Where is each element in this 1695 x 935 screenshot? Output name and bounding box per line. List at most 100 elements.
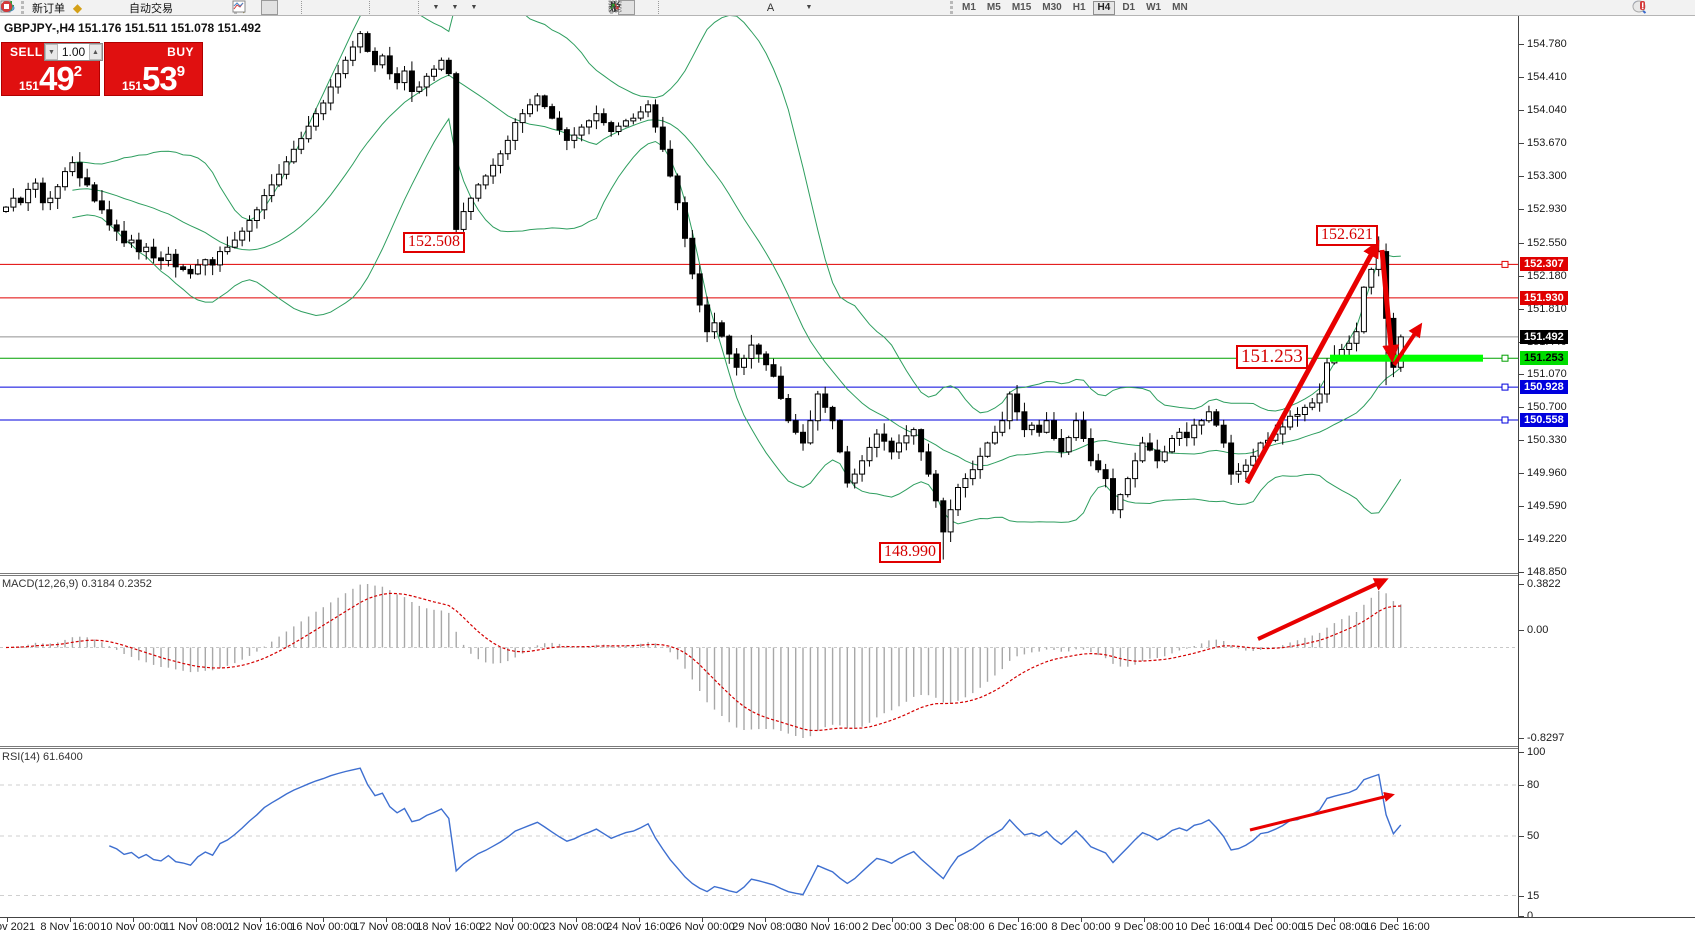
date-tick-mark [133,918,134,922]
timeframe-button-m5[interactable]: M5 [986,2,1001,13]
date-tick-mark [512,918,513,922]
price-tick-mark [1519,242,1524,244]
trend-arrows[interactable] [1257,578,1389,641]
macd-tick-mark [1519,630,1524,631]
cloud-icon[interactable] [0,0,105,15]
gold-icon[interactable]: ◆ [72,0,83,15]
timeframe-button-m30[interactable]: M30 [1042,2,1062,13]
text-icon[interactable]: A [766,1,775,14]
toolbar-group-timeframes: M1 M5 M15 M30 H1 H4 D1 W1 MN [948,0,1192,15]
timeframe-button-m15[interactable]: M15 [1011,2,1032,13]
price-tick: 152.550 [1527,236,1567,249]
date-label: 23 Nov 08:00 [543,921,609,933]
trend-arrows[interactable] [1244,239,1423,485]
toolbar-separator [658,1,663,14]
text-label-icon[interactable]: T [608,0,798,15]
price-tick: 148.850 [1527,566,1567,578]
auto-trading-label: 自动交易 [129,2,173,15]
timeframe-button-h4[interactable]: H4 [1092,0,1116,15]
date-label: 15 Dec 08:00 [1301,921,1367,933]
periods-icon[interactable]: ▼ [232,0,463,15]
tile-windows-icon[interactable] [232,0,365,15]
volume-spinner: ▼ 1.00 ▲ [44,43,103,61]
zoom-in-icon[interactable] [233,0,327,15]
pane-splitter[interactable] [0,746,1695,749]
date-label: 11 Nov 08:00 [163,921,229,933]
sell-label: SELL [10,45,43,59]
price-tick: 152.930 [1527,202,1567,215]
candles [3,31,1404,560]
trendline-icon[interactable] [608,0,722,15]
trend-arrows[interactable] [1249,791,1395,832]
buy-button[interactable]: BUY 151539 [104,42,203,96]
signal-icon[interactable] [1,0,124,15]
timeframe-button-m1[interactable]: M1 [962,2,976,13]
channel-icon[interactable]: E [608,0,741,15]
candlestick-chart-icon[interactable] [233,0,278,15]
date-label: 17 Nov 08:00 [353,921,419,933]
toolbar-drag-handle[interactable] [21,1,25,14]
price-tick: 154.780 [1527,38,1567,51]
price-chart-canvas[interactable] [0,16,1518,573]
support-highlight-bar[interactable] [1330,354,1483,362]
date-tick-mark [196,918,197,922]
toolbar-separator [369,1,374,14]
date-label: 29 Nov 08:00 [732,921,798,933]
price-label-148.990[interactable]: 148.990 [879,542,941,563]
rsi-canvas[interactable] [0,749,1518,917]
buy-price-big: 53 [141,60,178,98]
toolbar-drag-handle[interactable] [950,1,954,14]
date-tick-mark [1144,918,1145,922]
indicators-icon[interactable]: ▼ [232,0,444,15]
zoom-out-icon[interactable] [233,0,346,15]
rsi-pane[interactable]: RSI(14) 61.6400 [0,749,1518,917]
volume-decrease-button[interactable]: ▼ [45,44,58,60]
date-label: 6 Dec 16:00 [988,921,1048,933]
vertical-line-icon[interactable] [612,0,684,15]
date-label: 26 Nov 00:00 [669,921,735,933]
main-chart-pane[interactable]: GBPJPY-,H4 151.176 151.511 151.078 151.4… [0,16,1518,573]
timeframe-button-d1[interactable]: D1 [1122,2,1136,13]
date-tick-mark [639,918,640,922]
date-label: 8 Dec 00:00 [1051,921,1111,933]
timeframe-button-h1[interactable]: H1 [1072,2,1086,13]
timeframe-button-mn[interactable]: MN [1172,2,1188,13]
macd-scale-tick: 0.00 [1527,624,1549,636]
price-label-152.621[interactable]: 152.621 [1316,225,1378,246]
sell-price-big: 49 [38,60,75,98]
price-axis[interactable]: 154.780 154.410 154.040 153.670 153.300 152.9… [1518,16,1695,922]
pane-splitter[interactable] [0,573,1695,576]
auto-trading-button[interactable]: 自动交易 [1,0,175,15]
buy-price: 151539 [105,62,202,95]
svg-text:T: T [612,2,618,12]
price-badge-150.928: 150.928 [1520,380,1568,395]
date-label: 30 Nov 16:00 [795,921,861,933]
toolbar-group-objects: E F A T ▼ [608,0,817,15]
volume-input[interactable]: 1.00 [61,45,86,59]
date-label: 9 Dec 08:00 [1114,921,1174,933]
macd-label: MACD(12,26,9) 0.3184 0.2352 [2,578,152,590]
volume-increase-button[interactable]: ▲ [89,44,102,60]
templates-icon[interactable]: ▼ [232,0,482,15]
arrows-icon[interactable]: ▼ [610,0,817,15]
crosshair-icon[interactable] [609,0,654,15]
date-label: 18 Nov 16:00 [416,921,482,933]
macd-canvas[interactable] [0,576,1518,746]
new-order-button[interactable]: 新订单 [0,0,67,15]
main-toolbar: 新订单 ◆ 自动交易 [0,0,1695,16]
horizontal-line-icon[interactable] [609,0,703,15]
auto-scroll-icon[interactable] [232,0,395,15]
price-tick-mark [1519,176,1524,177]
buy-price-sup: 9 [176,63,186,81]
line-chart-icon[interactable] [232,0,297,15]
macd-pane[interactable]: MACD(12,26,9) 0.3184 0.2352 [0,576,1518,746]
notification-icon[interactable] [1632,0,1668,15]
price-label-152.508[interactable]: 152.508 [403,232,465,253]
date-tick-mark [576,918,577,922]
timeframe-button-w1[interactable]: W1 [1146,2,1162,13]
price-label-151.253[interactable]: 151.253 [1236,345,1308,369]
price-tick: 149.590 [1527,500,1567,513]
chart-shift-icon[interactable] [232,0,414,15]
fibonacci-icon[interactable]: F [609,0,760,15]
